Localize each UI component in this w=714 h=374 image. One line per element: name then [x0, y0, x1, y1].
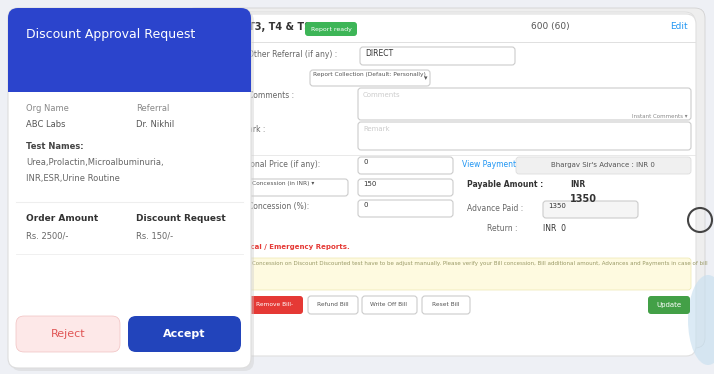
FancyBboxPatch shape [362, 296, 417, 314]
Text: Concession (in INR) ▾: Concession (in INR) ▾ [252, 181, 314, 186]
Text: Concession (%):: Concession (%): [248, 202, 309, 211]
Text: 1350: 1350 [570, 194, 597, 204]
FancyBboxPatch shape [138, 14, 238, 144]
Text: Order Amount: Order Amount [26, 214, 99, 223]
FancyBboxPatch shape [16, 316, 120, 352]
Text: DIRECT: DIRECT [365, 49, 393, 58]
Text: Concession on Discount Discounted test have to be adjust manually. Please verify: Concession on Discount Discounted test h… [252, 261, 708, 266]
Text: Remove Bill-: Remove Bill- [256, 303, 293, 307]
FancyBboxPatch shape [543, 201, 638, 218]
Text: Remark: Remark [363, 126, 390, 132]
FancyBboxPatch shape [248, 179, 348, 196]
FancyBboxPatch shape [248, 296, 303, 314]
Text: ional Price (if any):: ional Price (if any): [248, 160, 321, 169]
Text: 1350: 1350 [548, 203, 566, 209]
Text: Discount Approval Request: Discount Approval Request [26, 28, 195, 41]
FancyBboxPatch shape [305, 22, 357, 36]
Text: ▾: ▾ [424, 75, 428, 81]
FancyBboxPatch shape [11, 11, 254, 371]
Text: INR,ESR,Urine Routine: INR,ESR,Urine Routine [26, 174, 120, 183]
FancyBboxPatch shape [648, 296, 690, 314]
FancyBboxPatch shape [175, 12, 695, 352]
Text: Advance Paid :: Advance Paid : [467, 204, 523, 213]
FancyBboxPatch shape [128, 316, 241, 352]
Text: Report Collection (Default: Personally): Report Collection (Default: Personally) [313, 72, 426, 77]
Text: Urea,Prolactin,Microalbuminuria,: Urea,Prolactin,Microalbuminuria, [26, 158, 164, 167]
Text: Reset Bill: Reset Bill [432, 303, 460, 307]
Text: Test Names:: Test Names: [26, 142, 84, 151]
Text: INR  0: INR 0 [543, 224, 566, 233]
Text: 0: 0 [363, 159, 368, 165]
FancyBboxPatch shape [358, 200, 453, 217]
Text: 0: 0 [363, 202, 368, 208]
Text: Org Name: Org Name [26, 104, 69, 113]
Text: Referral: Referral [136, 104, 169, 113]
Text: Reject: Reject [51, 329, 85, 339]
Text: Dr. Nikhil: Dr. Nikhil [136, 120, 174, 129]
Text: Rs. 150/-: Rs. 150/- [136, 231, 173, 240]
Text: Update: Update [656, 302, 682, 308]
FancyBboxPatch shape [8, 8, 251, 90]
Text: ark :: ark : [248, 125, 266, 134]
Text: Discount Request: Discount Request [136, 214, 226, 223]
Text: Comments: Comments [363, 92, 401, 98]
Text: Other Referral (if any) :: Other Referral (if any) : [248, 50, 337, 59]
Text: Rs. 2500/-: Rs. 2500/- [26, 231, 69, 240]
Text: ical / Emergency Reports.: ical / Emergency Reports. [248, 244, 350, 250]
Ellipse shape [133, 205, 203, 335]
Text: Refund Bill: Refund Bill [317, 303, 349, 307]
FancyBboxPatch shape [360, 47, 515, 65]
Text: Edit: Edit [670, 22, 688, 31]
FancyBboxPatch shape [308, 296, 358, 314]
Text: T3, T4 & TSH: T3, T4 & TSH [248, 22, 319, 32]
Text: Return :: Return : [487, 224, 518, 233]
Text: Instant Comments ▾: Instant Comments ▾ [633, 114, 688, 119]
Text: 150: 150 [363, 181, 376, 187]
Text: Write Off Bill: Write Off Bill [371, 303, 408, 307]
Text: Accept: Accept [163, 329, 205, 339]
FancyBboxPatch shape [178, 14, 696, 356]
FancyBboxPatch shape [248, 258, 691, 290]
FancyBboxPatch shape [8, 68, 251, 92]
Text: Report ready: Report ready [311, 27, 351, 31]
Text: 600 (60): 600 (60) [531, 22, 569, 31]
FancyBboxPatch shape [358, 88, 691, 120]
Text: Comments :: Comments : [248, 91, 294, 100]
FancyBboxPatch shape [310, 70, 430, 86]
Ellipse shape [688, 275, 714, 365]
FancyBboxPatch shape [358, 122, 691, 150]
Text: t Software Pvt. Ltd.: t Software Pvt. Ltd. [158, 26, 211, 31]
Text: Payable Amount :: Payable Amount : [467, 180, 543, 189]
FancyBboxPatch shape [422, 296, 470, 314]
FancyBboxPatch shape [516, 157, 691, 174]
FancyBboxPatch shape [8, 8, 251, 368]
FancyBboxPatch shape [185, 8, 705, 348]
FancyBboxPatch shape [358, 179, 453, 196]
FancyBboxPatch shape [358, 157, 453, 174]
Text: INR: INR [570, 180, 585, 189]
Text: View Payment: View Payment [462, 160, 516, 169]
Text: Bhargav Sir's Advance : INR 0: Bhargav Sir's Advance : INR 0 [551, 162, 655, 168]
Text: ABC Labs: ABC Labs [26, 120, 66, 129]
